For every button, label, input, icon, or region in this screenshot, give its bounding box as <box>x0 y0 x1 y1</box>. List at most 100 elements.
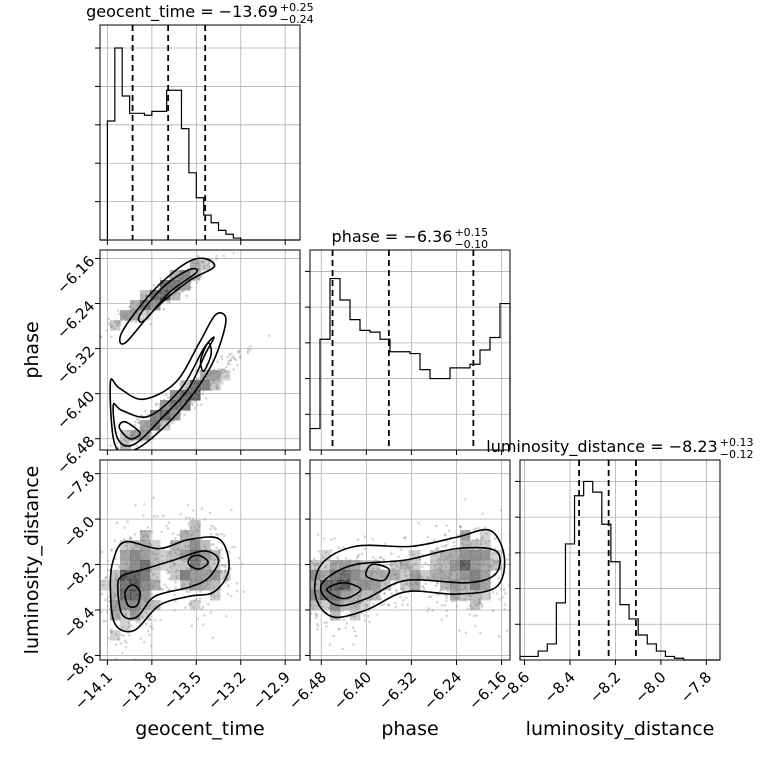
sample-point <box>132 547 136 551</box>
sample-point <box>162 409 166 413</box>
sample-point <box>477 573 480 576</box>
sample-point <box>463 586 466 589</box>
sample-point <box>310 603 313 607</box>
density-cell <box>360 560 371 571</box>
sample-point <box>297 578 300 581</box>
sample-point <box>193 541 197 544</box>
sample-point <box>397 566 401 570</box>
sample-point <box>238 355 242 358</box>
sample-point <box>184 273 188 276</box>
sample-point <box>130 575 134 579</box>
sample-point <box>114 633 118 636</box>
sample-point <box>455 559 458 563</box>
sample-point <box>478 601 482 604</box>
sample-point <box>480 570 483 573</box>
sample-point <box>470 565 474 569</box>
sample-point <box>185 405 189 409</box>
sample-point <box>411 583 415 587</box>
sample-point <box>337 585 341 588</box>
sample-point <box>136 566 140 569</box>
sample-point <box>396 576 399 580</box>
sample-point <box>311 576 314 579</box>
sample-point <box>158 293 162 297</box>
sample-point <box>133 308 137 311</box>
density-cell <box>110 570 121 581</box>
sample-point <box>168 413 172 416</box>
sample-point <box>194 383 197 387</box>
sample-point <box>186 287 190 290</box>
sample-point <box>344 571 347 574</box>
x-tick-label: −6.24 <box>420 668 465 713</box>
sample-point <box>186 394 189 397</box>
sample-point <box>212 368 216 371</box>
sample-point <box>303 604 306 607</box>
sample-point <box>376 584 379 588</box>
panel-frame <box>519 459 721 661</box>
sample-point <box>148 542 152 546</box>
sample-point <box>188 516 191 520</box>
sample-point <box>106 610 109 614</box>
sample-point <box>208 554 211 557</box>
sample-point <box>88 604 91 607</box>
sample-point <box>214 373 218 376</box>
sample-point <box>236 363 239 367</box>
density-cell <box>490 560 501 571</box>
sample-point <box>450 583 454 586</box>
sample-point <box>134 544 138 547</box>
sample-point <box>117 613 121 616</box>
sample-point <box>233 357 236 361</box>
sample-point <box>445 599 448 602</box>
sample-point <box>313 563 317 567</box>
sample-point <box>201 389 205 392</box>
sample-point <box>336 556 339 559</box>
density-cell <box>120 620 131 631</box>
sample-point <box>341 574 344 578</box>
sample-point <box>134 556 137 559</box>
sample-point <box>95 462 98 465</box>
sample-point <box>471 566 475 570</box>
sample-point <box>435 600 439 604</box>
sample-point <box>206 264 210 268</box>
sample-point <box>132 607 136 611</box>
sample-point <box>449 584 452 588</box>
sample-point <box>138 606 141 610</box>
density-cell <box>110 320 121 331</box>
sample-point <box>443 545 447 548</box>
sample-point <box>132 579 135 582</box>
sample-point <box>181 547 184 551</box>
density-cell <box>440 560 451 571</box>
density-cell <box>440 570 451 581</box>
sample-point <box>195 403 199 407</box>
sample-point <box>202 551 206 555</box>
sample-point <box>191 403 194 407</box>
sample-point <box>213 576 217 579</box>
sample-point <box>122 551 125 555</box>
sample-point <box>183 552 187 555</box>
sample-point <box>337 627 341 631</box>
sample-point <box>436 581 439 585</box>
sample-point <box>135 304 139 307</box>
sample-point <box>186 275 190 278</box>
sample-point <box>378 556 382 559</box>
sample-point <box>197 573 201 577</box>
sample-point <box>121 593 124 597</box>
sample-point <box>125 607 129 610</box>
sample-point <box>330 548 333 552</box>
sample-point <box>179 270 182 274</box>
sample-point <box>356 561 359 564</box>
sample-point <box>198 551 202 555</box>
sample-point <box>195 399 199 402</box>
sample-point <box>130 319 133 323</box>
sample-point <box>120 633 124 637</box>
sample-point <box>444 543 448 547</box>
sample-point <box>123 608 127 612</box>
sample-point <box>358 595 362 599</box>
sample-point <box>141 430 144 434</box>
sample-point <box>339 609 342 613</box>
sample-point <box>307 595 310 598</box>
sample-point <box>473 575 476 579</box>
sample-point <box>485 582 488 586</box>
density-cell <box>390 560 401 571</box>
sample-point <box>341 647 345 651</box>
sample-point <box>467 534 470 537</box>
